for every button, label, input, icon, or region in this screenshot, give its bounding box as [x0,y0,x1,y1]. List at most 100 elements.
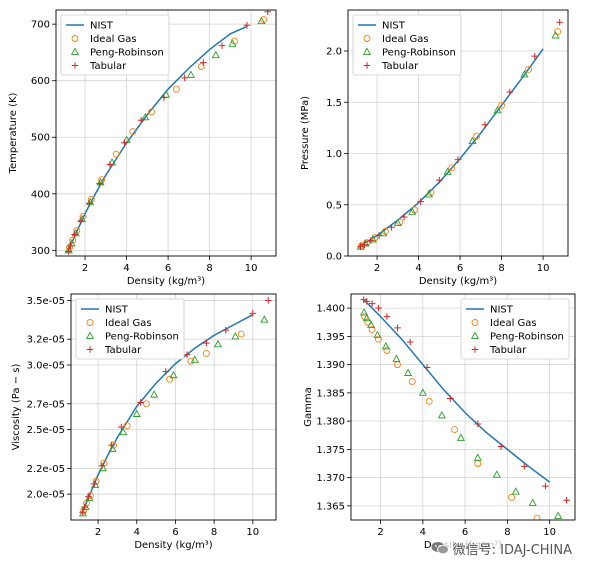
y-tick-label: 1.365 [316,501,345,512]
data-point-ideal-gas [498,101,506,109]
plot-area [64,10,271,255]
legend-label: Ideal Gas [90,34,137,45]
data-point-peng-robinson [392,354,401,362]
y-tick-label: 500 [31,133,50,144]
x-tick-label: 10 [246,527,259,538]
data-point-ideal-gas [86,492,94,499]
data-point-peng-robinson [367,320,376,328]
legend-label: Tabular [89,61,127,72]
data-point-tabular [423,364,431,371]
data-point-tabular [106,161,114,168]
x-axis-label: Density (kg/m³) [134,540,212,551]
data-point-tabular [400,213,408,221]
plot-frame [70,293,277,521]
data-point-peng-robinson [150,390,159,398]
data-point-ideal-gas [73,227,81,235]
data-point-peng-robinson [520,70,529,78]
y-tick-label: 0.5 [326,200,342,211]
legend-swatch-tabular [471,346,479,353]
data-point-tabular [531,52,539,60]
data-point-peng-robinson [228,39,237,47]
legend-label: Peng-Robinson [490,332,564,343]
data-point-peng-robinson [85,493,94,501]
data-point-tabular [383,313,391,320]
data-point-tabular [137,399,144,406]
legend-label: Ideal Gas [105,318,152,329]
y-tick-label: 400 [31,189,50,200]
data-point-peng-robinson [473,453,482,461]
data-point-peng-robinson [493,105,502,114]
watermark-text: 微信号: IDAJ-CHINA [452,542,572,558]
data-point-tabular [363,298,371,305]
x-tick-label: 2 [82,263,88,274]
data-point-peng-robinson [379,228,388,237]
data-point-peng-robinson [231,332,240,340]
data-point-tabular [563,496,570,504]
y-tick-label: 1.380 [316,417,345,428]
data-point-peng-robinson [260,315,269,323]
data-point-tabular [264,297,272,304]
data-point-ideal-gas [554,28,562,35]
data-point-peng-robinson [362,313,371,322]
x-tick-label: 6 [457,263,463,274]
data-point-tabular [222,326,230,334]
y-tick-label: 1.375 [316,445,345,456]
data-point-peng-robinson [71,228,80,237]
y-tick-label: 0.0 [326,252,342,263]
legend-swatch-ideal-gas [471,319,479,326]
data-point-peng-robinson [211,50,220,59]
data-point-ideal-gas [112,150,120,158]
data-point-peng-robinson [169,370,178,379]
data-point-peng-robinson [528,498,537,506]
data-point-peng-robinson [360,308,369,316]
data-point-tabular [162,368,170,375]
data-point-peng-robinson [213,339,223,348]
data-point-tabular [542,482,549,490]
data-point-peng-robinson [408,207,417,215]
data-point-tabular [497,443,505,450]
x-tick-label: 4 [123,263,129,274]
data-point-tabular [556,19,563,26]
legend-label: Peng-Robinson [105,332,179,343]
legend-label: Tabular [104,345,142,356]
data-point-tabular [481,121,489,129]
plot-frame [350,293,576,521]
data-point-ideal-gas [166,375,174,383]
wechat-icon [431,542,449,555]
data-point-peng-robinson [551,31,560,39]
data-point-ideal-gas [172,85,180,93]
y-tick-label: 1.400 [316,304,345,315]
data-point-peng-robinson [186,70,195,78]
x-tick-label: 8 [211,527,217,538]
data-point-peng-robinson [108,444,117,452]
data-point-tabular [65,248,72,255]
data-point-peng-robinson [437,410,446,419]
x-tick-label: 4 [420,527,426,538]
data-point-ideal-gas [98,176,106,184]
series-line-nist [360,48,544,247]
series-line-nist [363,299,551,483]
data-point-peng-robinson [190,355,199,363]
y-tick-label: 3.0e-05 [27,361,65,372]
x-tick-label: 2 [377,527,383,538]
legend-label: Ideal Gas [490,318,537,329]
x-tick-label: 4 [415,263,421,274]
data-point-tabular [181,74,188,82]
data-point-tabular [203,339,210,347]
plot-area [356,19,563,251]
data-point-tabular [121,139,128,147]
data-point-ideal-gas [508,493,516,501]
y-tick-label: 2.0 [326,47,342,58]
data-point-tabular [98,462,106,470]
data-point-tabular [200,59,207,66]
legend-swatch-peng-robinson [470,331,480,339]
data-point-peng-robinson [77,214,87,223]
y-tick-label: 1.395 [316,332,345,343]
data-point-tabular [360,296,367,303]
data-point-peng-robinson [119,427,128,436]
data-point-tabular [90,480,98,488]
x-tick-label: 6 [462,527,468,538]
data-point-peng-robinson [456,433,465,441]
data-point-peng-robinson [96,177,105,186]
data-point-tabular [160,94,168,101]
